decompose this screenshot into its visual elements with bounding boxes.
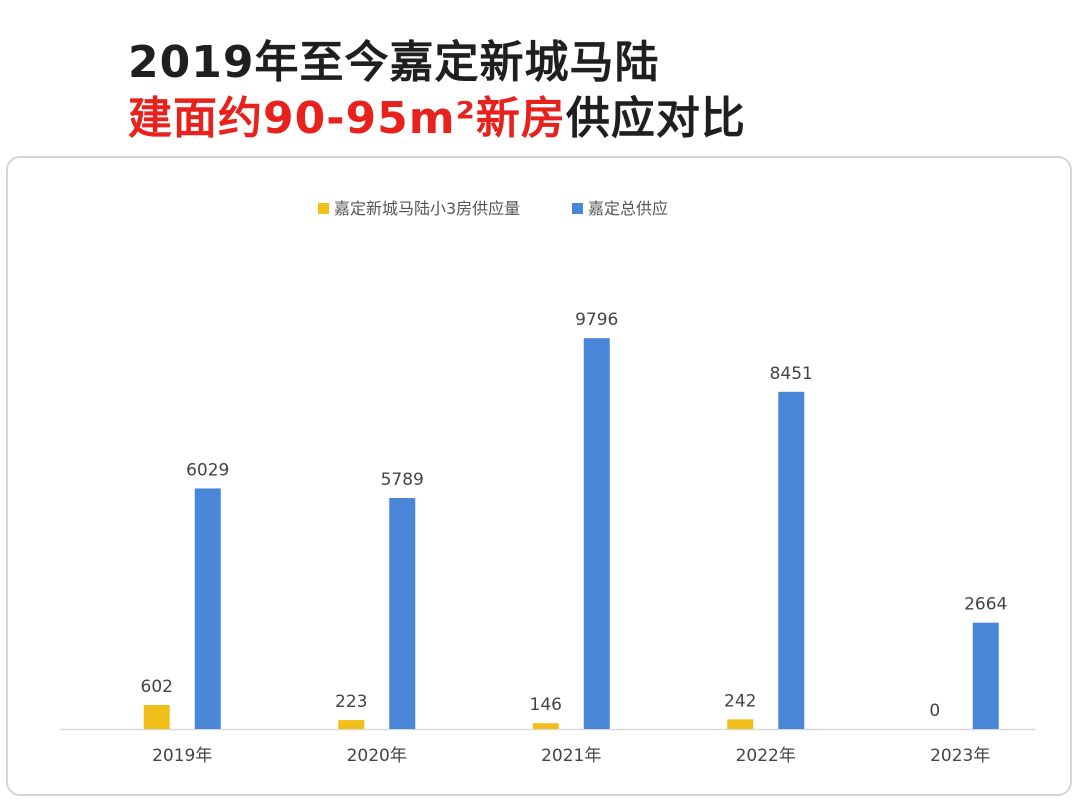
bar-supply-3room-2019 [143, 704, 170, 729]
x-tick-label-2021: 2021年 [541, 746, 601, 766]
chart-panel [6, 156, 1072, 796]
bar-supply-3room-2022 [727, 719, 754, 729]
chart-title-suffix: 供应对比 [565, 93, 746, 144]
legend-label-2: 嘉定总供应 [588, 199, 668, 218]
x-tick-label-2023: 2023年 [930, 746, 990, 766]
data-label-supply-3room-2020: 223 [335, 692, 367, 712]
data-label-supply-3room-2022: 242 [724, 691, 756, 711]
bar-total-supply-2022 [778, 391, 805, 729]
bar-total-supply-2020 [389, 498, 416, 729]
chart-title-highlight: 建面约90-95m²新房 [128, 93, 566, 144]
x-tick-label-2020: 2020年 [347, 746, 407, 766]
bar-total-supply-2023 [972, 622, 999, 729]
bar-total-supply-2019 [194, 488, 221, 729]
legend-swatch-1 [318, 203, 329, 214]
data-label-total-supply-2020: 5789 [381, 470, 424, 490]
data-label-total-supply-2019: 6029 [186, 460, 229, 480]
data-label-total-supply-2022: 8451 [770, 364, 813, 384]
bar-supply-3room-2020 [338, 720, 365, 729]
chart-title-line1: 2019年至今嘉定新城马陆 [128, 37, 660, 88]
data-label-supply-3room-2019: 602 [141, 677, 173, 697]
legend-swatch-2 [572, 203, 583, 214]
bar-supply-3room-2021 [532, 723, 559, 729]
data-label-supply-3room-2021: 146 [530, 695, 562, 715]
data-label-supply-3room-2023: 0 [929, 701, 940, 721]
legend-label-1: 嘉定新城马陆小3房供应量 [334, 199, 520, 218]
chart-title-line2: 建面约90-95m²新房供应对比 [128, 82, 746, 146]
x-tick-label-2022: 2022年 [736, 746, 796, 766]
data-label-total-supply-2021: 9796 [575, 310, 618, 330]
x-tick-label-2019: 2019年 [152, 746, 212, 766]
bar-total-supply-2021 [583, 338, 610, 729]
data-label-total-supply-2023: 2664 [964, 595, 1007, 615]
